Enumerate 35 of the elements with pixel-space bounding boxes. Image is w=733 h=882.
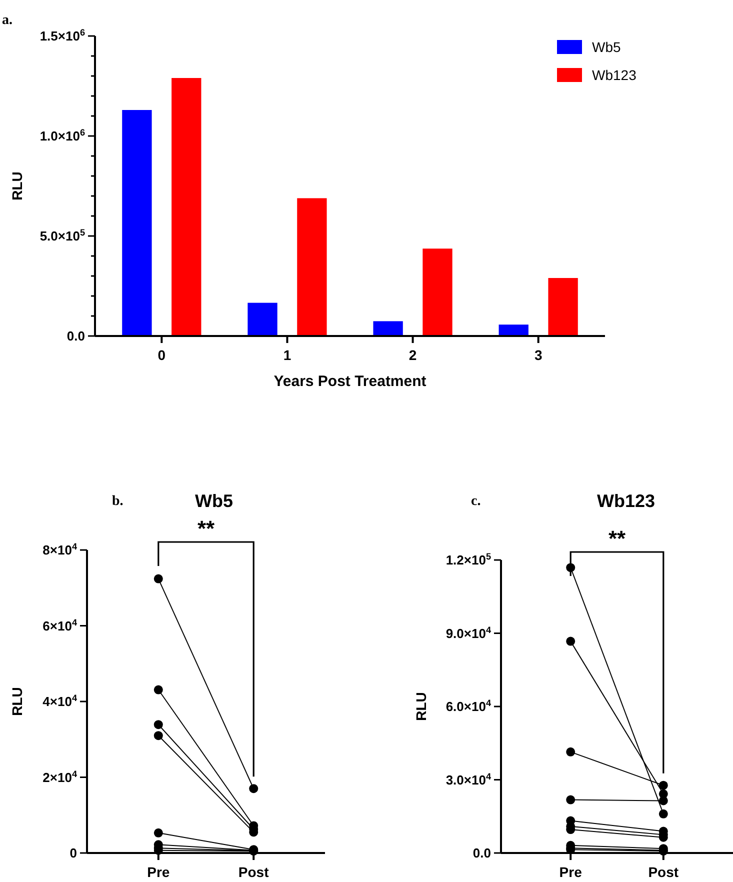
x-tick-label: Post	[648, 864, 679, 880]
text: c.	[471, 494, 481, 509]
x-tick-label: Pre	[147, 864, 170, 880]
y-tick-label: 6×10$^{4}$	[42, 617, 78, 634]
text: b.	[112, 494, 124, 509]
chart-title: Wb5	[195, 491, 233, 511]
x-tick-label: 2	[408, 347, 417, 363]
y-tick-label: 0.0	[472, 846, 491, 861]
x-tick-label: Post	[238, 864, 270, 880]
y-tick-label: 6.0×10$^{4}$	[446, 698, 492, 714]
legend-label: Wb123	[592, 66, 637, 83]
chart-title: Wb123	[596, 491, 656, 511]
x-tick-label: 0	[158, 347, 166, 363]
text: **	[608, 526, 626, 551]
x-tick-label: Pre	[559, 864, 582, 880]
y-tick-label: 8×10$^{4}$	[42, 542, 78, 558]
y-tick-label: 0.0	[66, 328, 85, 344]
y-axis-title: RLU	[413, 692, 429, 721]
y-tick-label: 2×10$^{4}$	[42, 768, 78, 785]
y-tick-label: 3.0×10$^{4}$	[446, 771, 492, 788]
y-tick-label: 0	[70, 846, 77, 861]
x-axis-title: Years Post Treatment	[274, 373, 426, 390]
legend-label: Wb5	[592, 38, 621, 55]
x-tick-label: 1	[283, 347, 292, 363]
y-tick-label: 1.5×10$^{6}$	[40, 28, 85, 44]
text: **	[197, 516, 215, 541]
y-tick-label: 1.2×10$^{5}$	[446, 552, 491, 568]
y-axis-title: RLU	[9, 172, 25, 200]
y-tick-label: 1.0×10$^{6}$	[40, 128, 85, 144]
text: a.	[2, 13, 12, 28]
x-tick-label: 3	[534, 347, 542, 363]
y-axis-title: RLU	[9, 687, 25, 716]
y-tick-label: 4×10$^{4}$	[42, 693, 78, 710]
y-tick-label: 5.0×10$^{5}$	[40, 228, 85, 244]
y-tick-label: 9.0×10$^{4}$	[446, 624, 492, 641]
